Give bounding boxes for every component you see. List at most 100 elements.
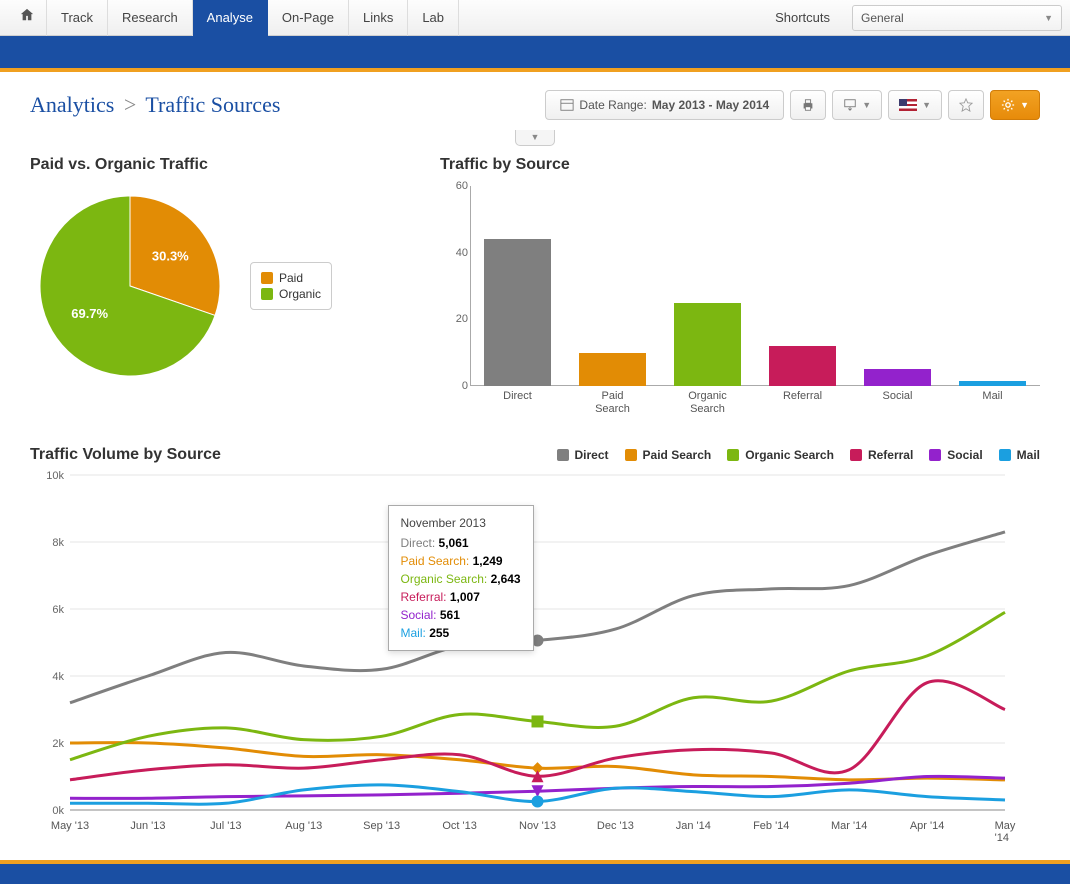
bar-panel: Traffic by Source DirectPaidSearchOrgani… [440,156,1040,416]
nav-tab-links[interactable]: Links [349,0,408,36]
bar-xlabel: Social [850,386,945,416]
chevron-down-icon: ▼ [1020,100,1029,110]
bar-ytick: 20 [440,313,468,325]
locale-button[interactable]: ▼ [888,90,942,120]
line-xlabel: Jul '13 [210,820,241,832]
bar-chart: DirectPaidSearchOrganicSearchReferralSoc… [440,186,1040,416]
chart-tooltip: November 2013Direct: 5,061Paid Search: 1… [388,505,534,651]
bar-paid-search[interactable] [579,353,646,386]
expand-notch[interactable]: ▼ [515,130,555,146]
settings-button[interactable]: ▼ [990,90,1040,120]
legend-item-paid[interactable]: Paid [261,271,321,285]
bar-xlabel: Referral [755,386,850,416]
line-panel: Traffic Volume by Source Direct Paid Sear… [30,446,1040,836]
legend-item-direct[interactable]: Direct [557,448,609,462]
line-xlabel: Oct '13 [442,820,477,832]
line-xlabel: Mar '14 [831,820,867,832]
export-icon [843,98,857,112]
nav-tab-analyse[interactable]: Analyse [193,0,268,36]
shortcuts-label[interactable]: Shortcuts [761,10,844,25]
pie-panel: Paid vs. Organic Traffic 30.3% 69.7% Paid… [30,156,400,416]
gear-icon [1001,98,1015,112]
print-button[interactable] [790,90,826,120]
nav-tab-track[interactable]: Track [47,0,108,36]
footer [0,860,1070,884]
svg-text:4k: 4k [52,671,64,683]
line-xlabel: May '13 [51,820,89,832]
dropdown-value: General [861,11,904,25]
bar-ytick: 0 [440,380,468,392]
svg-text:69.7%: 69.7% [71,306,108,321]
line-legend: Direct Paid Search Organic Search Referral S… [557,446,1041,464]
chevron-down-icon: ▼ [862,100,871,110]
content: Paid vs. Organic Traffic 30.3% 69.7% Paid… [0,146,1070,856]
legend-item-paid_search[interactable]: Paid Search [625,448,712,462]
svg-text:6k: 6k [52,604,64,616]
favorite-button[interactable] [948,90,984,120]
svg-text:0k: 0k [52,805,64,817]
nav-tab-research[interactable]: Research [108,0,193,36]
date-range-label: Date Range: [579,98,646,112]
nav-tab-on-page[interactable]: On-Page [268,0,349,36]
export-button[interactable]: ▼ [832,90,882,120]
nav-tab-lab[interactable]: Lab [408,0,459,36]
line-xlabel: Dec '13 [597,820,634,832]
line-xlabel: Apr '14 [910,820,945,832]
legend-item-referral[interactable]: Referral [850,448,913,462]
line-xlabel: Nov '13 [519,820,556,832]
calendar-icon [560,98,574,112]
breadcrumb-root[interactable]: Analytics [30,92,114,117]
chevron-down-icon: ▼ [922,100,931,110]
line-xlabel: Feb '14 [753,820,789,832]
page-header: Analytics > Traffic Sources Date Range: … [0,72,1070,130]
pie-legend: Paid Organic [250,262,332,310]
line-xlabel: Jun '13 [130,820,165,832]
line-x-labels: May '13Jun '13Jul '13Aug '13Sep '13Oct '… [70,820,1005,836]
line-series-direct[interactable] [70,532,1005,703]
bar-social[interactable] [864,369,931,386]
breadcrumb-sep: > [124,92,136,117]
svg-text:30.3%: 30.3% [152,249,189,264]
legend-item-mail[interactable]: Mail [999,448,1040,462]
star-icon [959,98,973,112]
line-chart-wrap: 0k 2k 4k 6k 8k 10k May '13 Jun '13 Jul '13 Aug '… [30,470,1040,836]
bar-ytick: 60 [440,180,468,192]
bar-xlabel: Direct [470,386,565,416]
date-range-button[interactable]: Date Range: May 2013 - May 2014 [545,90,784,120]
category-dropdown[interactable]: General ▼ [852,5,1062,31]
pie-chart: 30.3% 69.7% [30,186,230,386]
line-xlabel: Jan '14 [676,820,711,832]
bar-xlabel: OrganicSearch [660,386,755,416]
chevron-down-icon: ▼ [1044,13,1053,23]
svg-text:2k: 2k [52,738,64,750]
line-xlabel: Aug '13 [285,820,322,832]
breadcrumb-leaf: Traffic Sources [145,92,280,117]
bar-title: Traffic by Source [440,156,1040,174]
print-icon [801,98,815,112]
bar-referral[interactable] [769,346,836,386]
bar-xlabel: Mail [945,386,1040,416]
bar-xlabel: PaidSearch [565,386,660,416]
home-icon [20,8,34,22]
svg-text:10k: 10k [46,470,64,482]
bar-ytick: 40 [440,247,468,259]
breadcrumb: Analytics > Traffic Sources [30,92,280,118]
line-xlabel: Sep '13 [363,820,400,832]
legend-item-organic[interactable]: Organic [261,287,321,301]
line-title: Traffic Volume by Source [30,446,221,464]
svg-text:8k: 8k [52,537,64,549]
pie-title: Paid vs. Organic Traffic [30,156,400,174]
date-range-value: May 2013 - May 2014 [652,98,769,112]
bar-organic-search[interactable] [674,303,741,386]
legend-item-organic_search[interactable]: Organic Search [727,448,834,462]
brand-band [0,36,1070,68]
flag-us-icon [899,99,917,111]
home-tab[interactable] [8,0,47,36]
top-nav: TrackResearchAnalyseOn-PageLinksLab Shor… [0,0,1070,36]
bar-direct[interactable] [484,239,551,386]
toolbar: Date Range: May 2013 - May 2014 ▼ ▼ ▼ [545,90,1040,120]
legend-item-social[interactable]: Social [929,448,982,462]
line-xlabel: May '14 [995,820,1016,844]
marker-mail [532,795,544,807]
marker-organic_search [532,715,544,727]
